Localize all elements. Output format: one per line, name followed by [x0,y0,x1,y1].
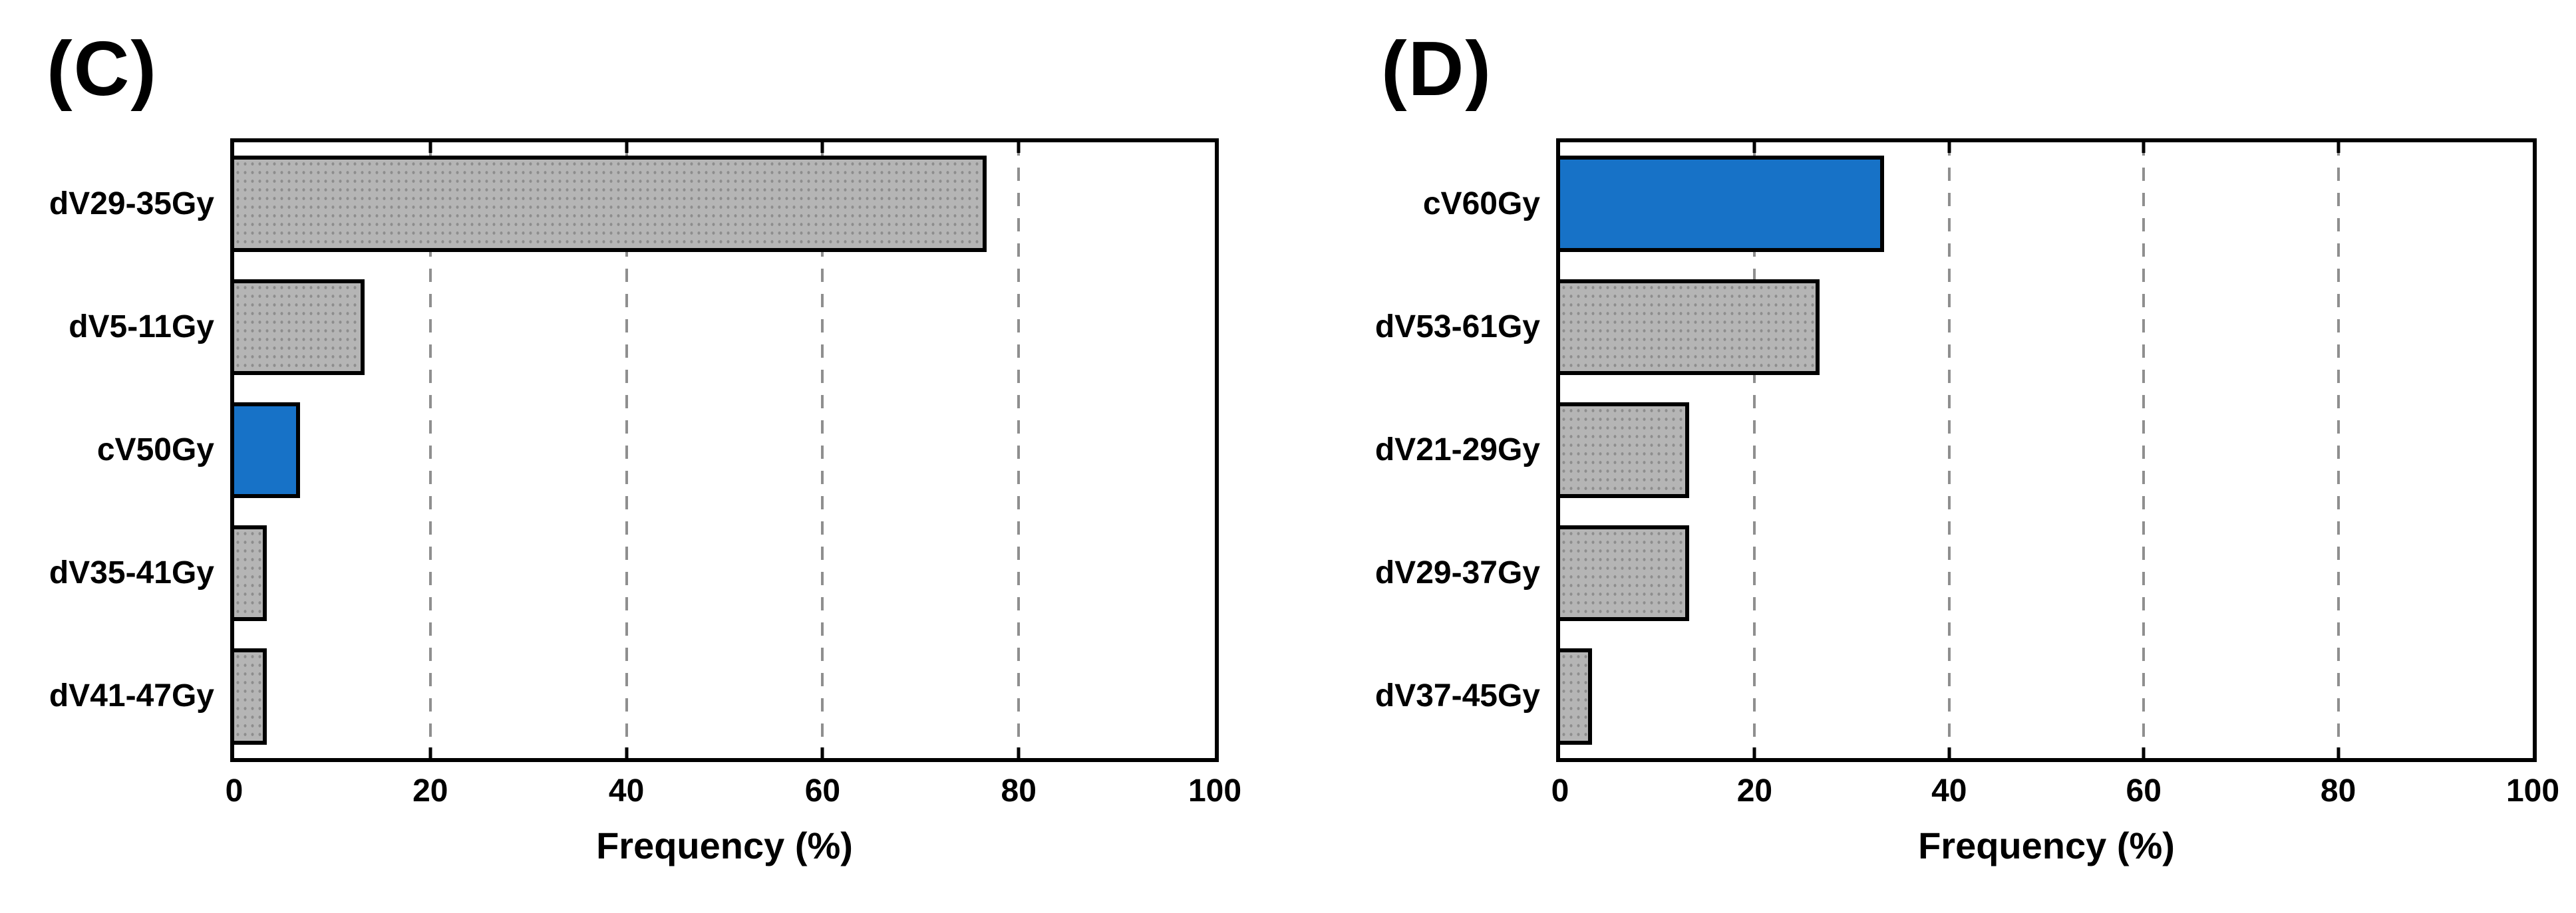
top-tick-mark-40 [625,142,629,153]
bottom-tick-mark-20 [1752,747,1756,758]
plot-area-d: cV60Gy dV53-61Gy dV21-29Gy dV29-37Gy dV37-45… [1375,138,2559,807]
bottom-tick-mark-40 [1947,747,1951,758]
category-label-dV37-45Gy: dV37-45Gy [1374,678,1540,714]
top-tick-mark-20 [1752,142,1756,153]
x-axis-title-d: Frequency (%) [1918,825,2175,866]
top-tick-mark-20 [428,142,432,153]
bar-dV5-11Gy [230,279,365,376]
bar-dV21-29Gy [1556,402,1690,499]
x-tick-label-20: 20 [412,773,448,809]
chart-panel-d: (D) cV60Gy dV53-61Gy dV21-29Gy dV29-37Gy dV3… [1288,0,2576,913]
panel-label-c: (C) [47,25,158,112]
category-label-cV60Gy: cV60Gy [1422,186,1540,221]
gridline-60 [2142,142,2146,758]
category-label-dV53-61Gy: dV53-61Gy [1374,309,1540,344]
bar-cV50Gy [230,402,300,499]
x-tick-label-20: 20 [1736,773,1773,809]
x-tick-label-60: 60 [2126,773,2162,809]
gridline-20 [1753,142,1756,758]
bar-cV60Gy [1556,156,1884,252]
top-tick-mark-60 [820,142,824,153]
bar-dV29-35Gy [230,156,987,252]
x-tick-label-40: 40 [1931,773,1967,809]
panel-label-d: (D) [1381,25,1493,112]
chart-panel-c: (C) dV29-35Gy dV5-11Gy cV50Gy dV35-41Gy dV41… [47,25,1241,866]
category-label-dV35-41Gy: dV35-41Gy [49,555,214,591]
x-tick-label-80: 80 [2320,773,2356,809]
bar-dV41-47Gy [230,648,267,745]
category-label-dV29-35Gy: dV29-35Gy [49,186,214,221]
gridline-40 [625,142,628,758]
x-axis-title-c: Frequency (%) [596,825,853,866]
category-label-dV41-47Gy: dV41-47Gy [49,678,214,714]
gridline-60 [821,142,824,758]
x-tick-label-0: 0 [225,773,243,809]
x-tick-label-100: 100 [2505,773,2560,809]
category-label-dV5-11Gy: dV5-11Gy [69,309,214,344]
category-label-dV21-29Gy: dV21-29Gy [1374,432,1540,467]
plot-area-c: dV29-35Gy dV5-11Gy cV50Gy dV35-41Gy dV41-47G… [49,138,1241,807]
top-tick-mark-80 [1017,142,1021,153]
bar-dV35-41Gy [230,525,267,622]
bar-dV53-61Gy [1556,279,1820,376]
gridline-80 [1017,142,1021,758]
category-label-dV29-37Gy: dV29-37Gy [1374,555,1540,591]
x-tick-label-80: 80 [1001,773,1037,809]
gridline-20 [428,142,432,758]
bottom-tick-mark-40 [625,747,629,758]
x-tick-label-0: 0 [1551,773,1569,809]
bottom-tick-mark-60 [2142,747,2146,758]
top-tick-mark-80 [2336,142,2340,153]
bar-dV29-37Gy [1556,525,1690,622]
x-tick-label-40: 40 [608,773,645,809]
bottom-tick-mark-20 [428,747,432,758]
gridline-80 [2336,142,2340,758]
gridline-40 [1947,142,1951,758]
bottom-tick-mark-60 [820,747,824,758]
x-tick-label-60: 60 [804,773,841,809]
x-tick-label-100: 100 [1188,773,1242,809]
bar-dV37-45Gy [1556,648,1593,745]
top-tick-mark-60 [2142,142,2146,153]
bottom-tick-mark-80 [2336,747,2340,758]
category-label-cV50Gy: cV50Gy [96,432,214,467]
bottom-tick-mark-80 [1017,747,1021,758]
top-tick-mark-40 [1947,142,1951,153]
